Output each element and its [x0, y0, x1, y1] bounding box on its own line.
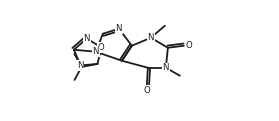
Text: O: O: [186, 41, 193, 50]
Text: N: N: [163, 63, 169, 72]
Text: N: N: [77, 61, 84, 70]
Text: N: N: [93, 47, 99, 56]
Text: N: N: [83, 34, 90, 43]
Text: N: N: [116, 24, 122, 33]
Text: O: O: [143, 86, 150, 95]
Text: N: N: [148, 33, 154, 42]
Text: O: O: [98, 43, 105, 52]
